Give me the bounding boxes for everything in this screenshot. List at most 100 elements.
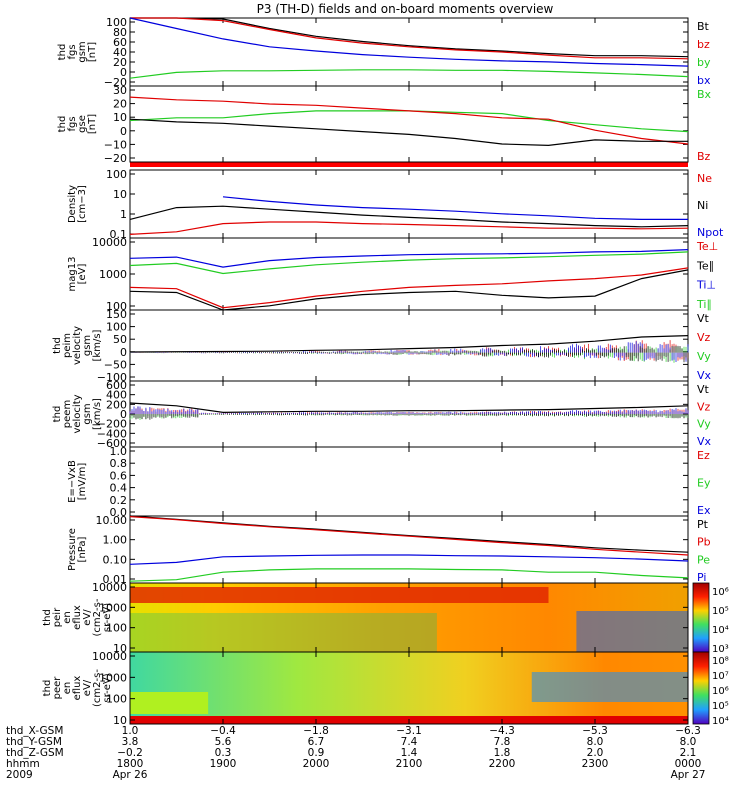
ytick-label: 30 bbox=[113, 84, 127, 97]
ytick-label: −50 bbox=[104, 358, 127, 371]
panel-efield: 1.00.80.60.40.20.0 E=−VxB [mV/m] Ez Ey Ex bbox=[67, 445, 711, 519]
ytick-label: −20 bbox=[104, 152, 127, 165]
ytick-label: 1000 bbox=[99, 268, 127, 281]
ytick-label: −600 bbox=[97, 437, 127, 450]
ytick-label: −20 bbox=[104, 76, 127, 89]
ylabel-line: [nPa] bbox=[77, 536, 88, 562]
ylabel-line: E=−VxB bbox=[67, 460, 78, 503]
legend-label: Te⊥ bbox=[696, 240, 718, 253]
ytick-label: 1000 bbox=[99, 601, 127, 614]
ytick-label: 0.2 bbox=[110, 494, 128, 507]
colorbar-label: 10⁶ bbox=[712, 686, 729, 697]
ylabel-line: peem bbox=[62, 400, 73, 428]
colorbar-label: 10⁴ bbox=[712, 625, 729, 636]
legend-label: Pb bbox=[697, 536, 711, 549]
ytick-label: 0 bbox=[120, 125, 127, 138]
footer-value: 8.0 bbox=[680, 736, 697, 748]
series-Te⊥ bbox=[129, 267, 689, 309]
footer-value: 6.7 bbox=[308, 736, 325, 748]
ytick-label: 400 bbox=[106, 389, 127, 402]
legend-label: Pt bbox=[697, 518, 709, 531]
ytick-label: −200 bbox=[97, 418, 127, 431]
ylabel-line: (cm2-s- bbox=[92, 669, 103, 707]
series-Pe bbox=[129, 568, 689, 582]
ylabel-line: thd bbox=[42, 680, 53, 697]
footer-value: 3.8 bbox=[122, 736, 139, 748]
ytick-label: 10 bbox=[113, 642, 127, 655]
series-Vt bbox=[129, 335, 689, 353]
footer-value: 1.4 bbox=[401, 747, 418, 759]
ylabel-line: [km/s] bbox=[92, 398, 103, 430]
ytick-label: 0.4 bbox=[110, 482, 128, 495]
ylabel-line: en bbox=[62, 682, 73, 695]
series-bz bbox=[130, 17, 689, 60]
colorbar-label: 10⁷ bbox=[712, 671, 729, 682]
panel-peir_spec: 10⁶ 10⁵ 10⁴ 10³ 10000 1000 100 10 thd peir en eflux… bbox=[42, 581, 729, 655]
ylabel-line: gsm bbox=[82, 335, 93, 356]
legend-label: Vx bbox=[697, 435, 712, 448]
ylabel-line: eflux bbox=[72, 605, 83, 630]
spectrogram-band bbox=[531, 672, 688, 702]
panel-temp: 10000 1000 100 mag13 [eV] Te⊥ Te∥ Ti⊥ Ti∥ bbox=[67, 236, 718, 313]
footer-value: 8.0 bbox=[587, 736, 604, 748]
ytick-label: 0.8 bbox=[110, 457, 128, 470]
ytick-label: 0 bbox=[120, 346, 127, 359]
ytick-label: 10000 bbox=[92, 581, 127, 594]
legend-label: Bx bbox=[697, 88, 712, 101]
ytick-label: 100 bbox=[106, 622, 127, 635]
ylabel-line: Pressure bbox=[67, 528, 78, 571]
ylabel-line: peim bbox=[62, 333, 73, 358]
ylabel-line: thd bbox=[52, 337, 63, 354]
series-Ti⊥ bbox=[129, 249, 689, 268]
chart-title: P3 (TH-D) fields and on-board moments ov… bbox=[257, 2, 554, 16]
series-by bbox=[129, 69, 689, 79]
ylabel-line: velocity bbox=[72, 394, 83, 433]
footer-value: 2.0 bbox=[587, 747, 604, 759]
series-Pt bbox=[129, 515, 689, 553]
ytick-label: 100 bbox=[106, 168, 127, 181]
panel-frame bbox=[129, 17, 689, 87]
ylabel-line: gsm bbox=[82, 403, 93, 424]
footer-value: −1.8 bbox=[303, 725, 329, 737]
series-Pi bbox=[129, 554, 689, 565]
ylabel-line: [nT] bbox=[87, 114, 98, 134]
footer-value: Apr 26 bbox=[113, 769, 148, 781]
ytick-label: 20 bbox=[113, 56, 127, 69]
spectrogram-band bbox=[130, 587, 549, 603]
ytick-label: −100 bbox=[97, 371, 127, 384]
footer-value: 2.1 bbox=[680, 747, 697, 759]
ylabel-line: en bbox=[62, 611, 73, 624]
ytick-label: 100 bbox=[106, 300, 127, 313]
spectrogram-band bbox=[130, 613, 437, 652]
ytick-label: 0 bbox=[120, 66, 127, 79]
panel-density: 100 10 1 0.1 Density [cm−3] Ne Ni Npot bbox=[67, 168, 724, 241]
footer-value: 2000 bbox=[303, 758, 330, 770]
legend-label: Vz bbox=[697, 400, 711, 413]
footer-value: −4.3 bbox=[489, 725, 515, 737]
legend-label: Vt bbox=[697, 383, 710, 396]
panel-frame bbox=[129, 237, 689, 311]
ylabel-line: thd bbox=[57, 44, 68, 61]
colorbar-label: 10⁵ bbox=[712, 701, 729, 712]
ytick-label: 600 bbox=[106, 379, 127, 392]
noise-trace bbox=[129, 345, 689, 363]
ylabel-line: [km/s] bbox=[92, 329, 103, 361]
legend-label: Ez bbox=[697, 449, 710, 462]
footer-value: −0.4 bbox=[210, 725, 236, 737]
ytick-label: 1000 bbox=[99, 671, 127, 684]
colorbar bbox=[692, 582, 710, 653]
footer-value: −0.2 bbox=[117, 747, 143, 759]
series-Bx bbox=[129, 110, 689, 133]
series-Ti∥ bbox=[129, 251, 689, 275]
ytick-label: 80 bbox=[113, 26, 127, 39]
ylabel-line: eV/ bbox=[82, 679, 93, 696]
legend-label: Pi bbox=[697, 571, 706, 584]
footer-value: 7.4 bbox=[401, 736, 418, 748]
noise-trace bbox=[129, 414, 689, 420]
legend-label: by bbox=[697, 56, 711, 69]
legend-label: Te∥ bbox=[696, 259, 714, 272]
ytick-label: 10.00 bbox=[96, 514, 128, 527]
